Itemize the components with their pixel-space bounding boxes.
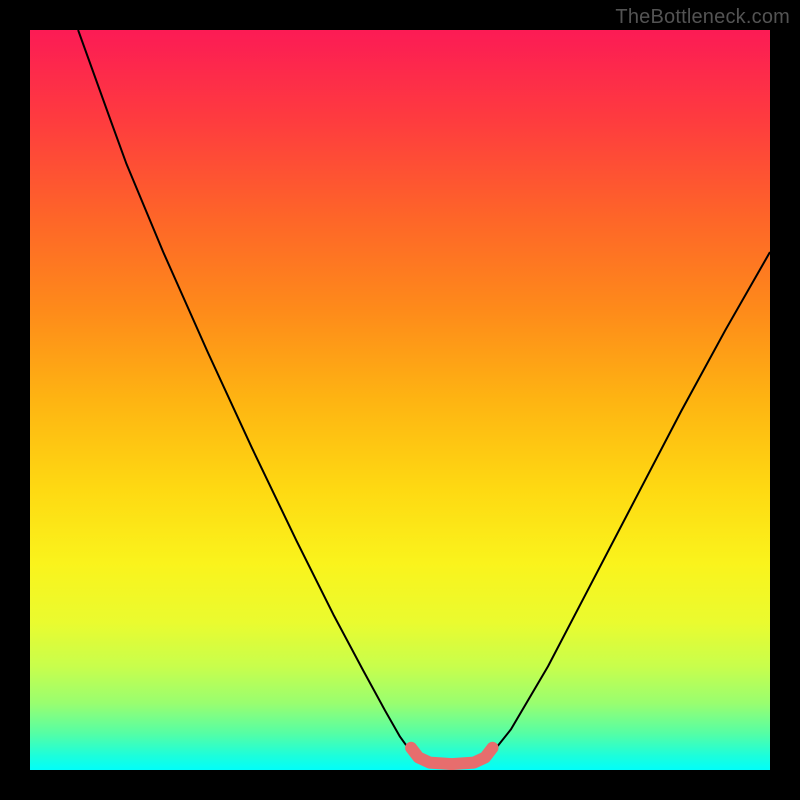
valley_highlight [411,748,492,764]
curve_left [78,30,413,755]
chart-container: TheBottleneck.com [0,0,800,800]
plot-area [30,30,770,770]
curves-svg [30,30,770,770]
curve_right [490,252,770,755]
watermark-text: TheBottleneck.com [615,6,790,29]
